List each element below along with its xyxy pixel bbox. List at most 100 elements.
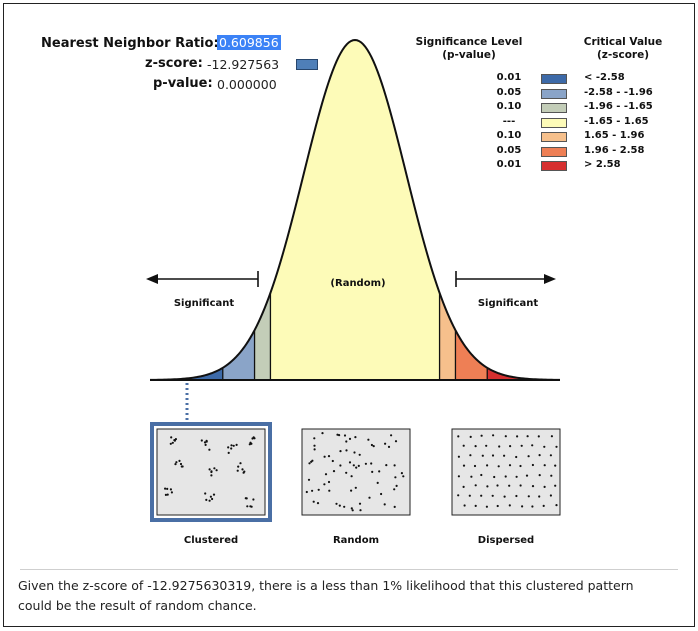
pattern-dot (213, 467, 216, 470)
pattern-dot (210, 470, 213, 473)
pattern-dot (246, 505, 249, 508)
pattern-dot (498, 445, 501, 448)
pattern-dot (469, 454, 472, 457)
legend-p-value: 0.10 (496, 101, 522, 112)
pattern-dot (376, 481, 379, 484)
pattern-dot (457, 494, 460, 497)
dispersed-pattern-panel[interactable] (451, 428, 561, 516)
pattern-dot (485, 505, 488, 508)
left-significant-label: Significant (174, 298, 235, 309)
pattern-dot (205, 498, 208, 501)
pattern-dot (457, 475, 460, 478)
legend-sig-header-line1: Significance Level (415, 36, 523, 48)
pattern-dot (350, 507, 353, 510)
legend-swatch (541, 146, 567, 157)
pattern-dot (208, 499, 211, 502)
pattern-dot (239, 462, 242, 465)
pattern-dot (394, 476, 397, 479)
pattern-dot (252, 436, 255, 439)
pattern-dot (520, 444, 523, 447)
pattern-dot (527, 455, 530, 458)
pattern-dot (383, 503, 386, 506)
pattern-dot (543, 464, 546, 467)
pattern-dot (313, 437, 316, 440)
legend-z-range: -1.96 - -1.65 (584, 101, 653, 112)
legend-z-range: > 2.58 (584, 159, 621, 170)
pattern-dot (462, 444, 465, 447)
pattern-dot (332, 470, 336, 473)
pattern-dot (538, 495, 541, 498)
pattern-dot (486, 464, 489, 467)
pattern-dot (357, 464, 360, 467)
pattern-dot (527, 495, 530, 498)
legend-swatch (541, 88, 567, 99)
pattern-dot (354, 486, 357, 489)
pattern-dot (241, 468, 244, 471)
nnr-value[interactable]: 0.609856 (217, 35, 281, 50)
pattern-dot (310, 460, 313, 463)
pattern-dot (457, 435, 460, 438)
pattern-dot (515, 455, 518, 459)
pattern-dot (227, 451, 230, 454)
pattern-dot (169, 488, 172, 491)
pattern-dot (393, 505, 396, 508)
pattern-dot (480, 434, 483, 437)
pattern-label-clustered: Clustered (184, 535, 238, 546)
legend-p-value: 0.10 (496, 130, 522, 141)
pattern-dot (308, 462, 311, 465)
conclusion-text: Given the z-score of -12.9275630319, the… (18, 578, 634, 613)
pattern-dot (180, 465, 183, 468)
pattern-dot (463, 504, 466, 507)
pattern-dot (496, 504, 499, 508)
pattern-dot (493, 475, 496, 479)
pattern-dot (393, 488, 396, 491)
p-value-label: p-value: (153, 76, 213, 91)
legend-z-range: -2.58 - -1.96 (584, 86, 653, 98)
pattern-dot (339, 464, 342, 467)
pattern-dots (164, 432, 558, 512)
pattern-dot (508, 484, 511, 487)
pattern-dot (358, 453, 361, 456)
pattern-dot (327, 480, 331, 484)
pattern-dot (474, 445, 477, 448)
legend-swatch (541, 74, 567, 84)
pattern-dot (542, 504, 545, 507)
pattern-dot (474, 484, 477, 487)
pattern-dot (205, 440, 208, 443)
pattern-dot (235, 443, 238, 446)
pattern-dot (203, 441, 207, 444)
curve-band-6 (487, 367, 560, 380)
pattern-dot (328, 489, 331, 492)
pattern-dot (166, 487, 169, 490)
pattern-dot (531, 505, 534, 508)
pattern-dot (343, 434, 347, 437)
pattern-dot (537, 435, 540, 438)
pattern-dot (169, 442, 172, 445)
pattern-dot (211, 497, 214, 501)
pattern-dot (350, 489, 353, 492)
pattern-dot (313, 444, 316, 447)
pattern-dot (178, 459, 181, 462)
pattern-dot (531, 463, 535, 467)
z-score-value: -12.927563 (207, 57, 280, 72)
right-arrow-head (544, 274, 556, 284)
pattern-dot (215, 469, 218, 472)
pattern-dot (335, 502, 338, 505)
pattern-dot (470, 475, 473, 478)
pattern-dot (208, 468, 211, 471)
pattern-dot (352, 464, 355, 467)
random-pattern-panel[interactable] (301, 428, 411, 516)
pattern-dot (491, 454, 495, 457)
normal-distribution-chart: (Random) Significant Significant Cluster… (146, 38, 561, 546)
pattern-dot (402, 475, 405, 478)
pattern-dot (474, 504, 477, 507)
legend-sig-header-line2: (p-value) (442, 49, 496, 61)
pattern-dot (380, 492, 383, 496)
pattern-dot (384, 442, 387, 445)
pattern-dot (321, 432, 324, 435)
legend-swatch (541, 161, 567, 171)
pattern-dot (370, 462, 373, 465)
pattern-selection-frame (150, 422, 272, 522)
pattern-dot (171, 441, 174, 444)
pattern-dot (519, 484, 522, 487)
